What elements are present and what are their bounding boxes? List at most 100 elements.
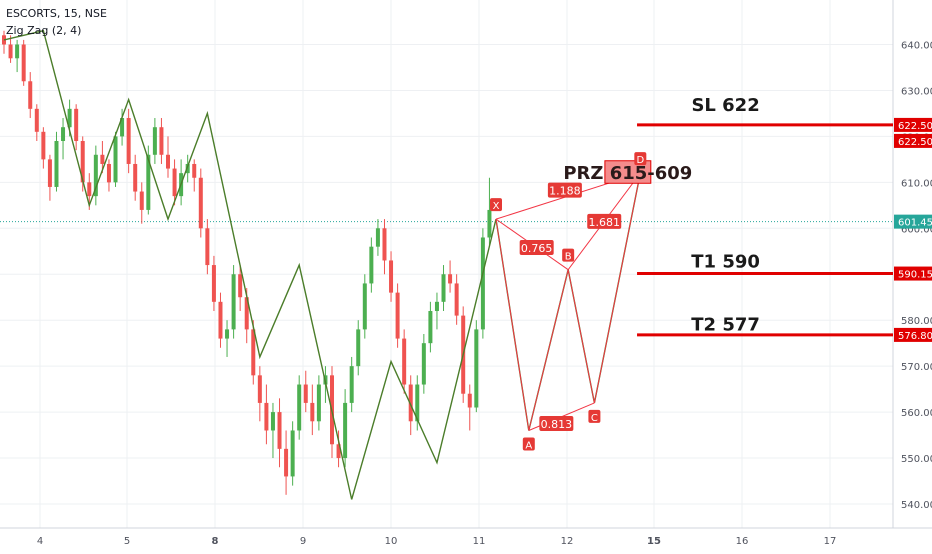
- candle-body: [93, 154, 98, 197]
- pivot-label-b: B: [565, 252, 572, 263]
- ratio-label: 1.188: [549, 185, 581, 198]
- last-price-tag-bg: [894, 214, 932, 229]
- candle-body: [67, 108, 72, 128]
- candle-body: [172, 168, 177, 197]
- x-tick-label: 4: [37, 536, 43, 547]
- y-tick-label: 550.00: [901, 454, 932, 465]
- x-tick-label: 11: [473, 536, 486, 547]
- candle-body: [395, 292, 400, 339]
- pivot-label-bg: [562, 248, 575, 262]
- candle-body: [270, 412, 275, 431]
- grid: [0, 0, 893, 528]
- pivot-label-x: X: [493, 201, 500, 212]
- pivot-label-d: D: [636, 155, 644, 166]
- ratio-label-bg: [519, 240, 554, 256]
- candle-body: [211, 265, 216, 302]
- y-tick-label: 560.00: [901, 408, 932, 419]
- candle-body: [454, 283, 459, 316]
- candle-body: [41, 131, 46, 160]
- ratio-label: 0.813: [541, 418, 573, 431]
- level-label: T2 577: [691, 314, 760, 335]
- candle-body: [343, 402, 348, 459]
- level-label: SL 622: [691, 95, 759, 116]
- candle-body: [480, 237, 485, 330]
- candle-body: [382, 228, 387, 261]
- candle-body: [133, 163, 138, 192]
- candle-body: [198, 177, 203, 229]
- candle-body: [139, 191, 144, 210]
- candle-body: [336, 444, 341, 459]
- candle-body: [238, 274, 243, 298]
- y-tick-label: 630.00: [901, 86, 932, 97]
- candle-body: [402, 338, 407, 385]
- candle-body: [120, 118, 125, 137]
- x-tick-label: 16: [736, 536, 749, 547]
- candle-body: [362, 283, 367, 330]
- candle-body: [28, 81, 33, 109]
- candle-body: [356, 329, 361, 367]
- y-tick-label: 570.00: [901, 362, 932, 373]
- candle-body: [100, 154, 105, 164]
- candle-body: [264, 402, 269, 431]
- candle-body: [231, 274, 236, 330]
- candle-body: [146, 154, 151, 210]
- x-tick-label: 10: [385, 536, 398, 547]
- candle-body: [74, 108, 79, 141]
- candle-body: [61, 127, 66, 141]
- y-tick-label: 540.00: [901, 500, 932, 511]
- candle-body: [185, 163, 190, 174]
- pivot-label-bg: [634, 152, 647, 166]
- candle-body: [257, 375, 262, 403]
- candle-body: [251, 329, 256, 376]
- level-price-tag-bg: [894, 117, 932, 132]
- y-tick-label: 640.00: [901, 41, 932, 52]
- pivot-label-a: A: [525, 440, 532, 451]
- pivot-label-bg: [588, 409, 601, 423]
- ratio-label-bg: [547, 182, 582, 198]
- y-tick-label: 600.00: [901, 224, 932, 235]
- candle-body: [277, 412, 282, 449]
- candle-body: [474, 329, 479, 408]
- level-price-tag: 590.15: [898, 270, 932, 281]
- candle-body: [415, 384, 420, 422]
- x-tick-label: 8: [212, 536, 219, 547]
- ratio-label-bg: [539, 416, 574, 432]
- candle-body: [349, 366, 354, 403]
- level-price-tag: 622.50: [898, 121, 932, 132]
- candle-body: [297, 384, 302, 431]
- candle-body: [375, 228, 380, 247]
- candle-body: [8, 44, 13, 59]
- level-price-tag: 622.50: [898, 137, 932, 148]
- candle-body: [54, 140, 59, 187]
- candle-body: [244, 297, 249, 330]
- candle-body: [434, 301, 439, 312]
- level-price-tag-bg: [894, 327, 932, 342]
- candle-body: [448, 274, 453, 284]
- ratio-label: 0.765: [521, 242, 553, 255]
- x-tick-label: 17: [824, 536, 837, 547]
- pivot-label-bg: [522, 437, 535, 451]
- prz-box: [604, 160, 652, 184]
- candle-body: [441, 274, 446, 302]
- x-tick-label: 15: [647, 536, 661, 547]
- candle-body: [389, 260, 394, 293]
- candle-body: [87, 182, 92, 197]
- candle-body: [126, 118, 131, 164]
- symbol-title: ESCORTS, 15, NSE: [6, 7, 107, 20]
- candle-body: [369, 246, 374, 284]
- candle-body: [47, 159, 52, 187]
- candle-body: [166, 154, 170, 169]
- candle-body: [218, 301, 223, 339]
- y-tick-label: 580.00: [901, 316, 932, 327]
- candle-body: [467, 393, 472, 408]
- x-tick-label: 12: [561, 536, 574, 547]
- candle-body: [205, 228, 210, 266]
- candle-body: [284, 448, 289, 477]
- candle-body: [21, 44, 26, 82]
- indicator-title: Zig Zag (2, 4): [6, 24, 82, 37]
- candle-body: [34, 108, 39, 132]
- candle-body: [225, 329, 230, 339]
- candle-body: [290, 430, 295, 477]
